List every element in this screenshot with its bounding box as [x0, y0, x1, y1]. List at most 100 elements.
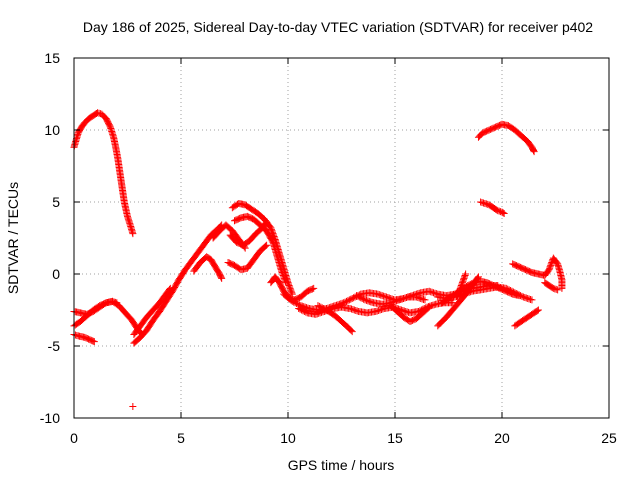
series-arc-mid-b [224, 241, 271, 274]
data-points [70, 109, 566, 410]
data-point [474, 273, 482, 281]
data-point [515, 291, 523, 299]
data-point [347, 295, 355, 303]
data-point [558, 284, 566, 292]
data-point [218, 274, 226, 282]
y-tick-label: 15 [44, 50, 60, 66]
data-point [457, 283, 465, 291]
x-tick-label: 5 [177, 430, 185, 446]
data-point [318, 304, 326, 312]
series-arc-early-high [70, 109, 137, 238]
data-point [508, 287, 516, 295]
data-point [282, 279, 290, 287]
data-point [454, 292, 462, 300]
data-point [461, 271, 469, 279]
data-point [360, 295, 368, 303]
data-point [455, 287, 463, 295]
series-arc-mid-f [209, 221, 249, 252]
data-point [288, 289, 296, 297]
data-point [512, 289, 520, 297]
data-point [288, 297, 296, 305]
grid-lines [74, 58, 609, 418]
data-point [533, 307, 541, 315]
series-arc-late-d [453, 270, 470, 301]
data-point [546, 263, 554, 271]
data-point [240, 243, 248, 251]
data-point [355, 293, 363, 301]
data-point [129, 402, 137, 410]
series-arc-flat-d [387, 302, 433, 326]
data-point [341, 298, 349, 306]
y-tick-label: 0 [52, 266, 60, 282]
x-tick-label: 10 [280, 430, 296, 446]
data-point [358, 294, 366, 302]
data-point [530, 148, 538, 156]
data-point [267, 225, 275, 233]
data-point [320, 305, 328, 313]
data-point [458, 280, 466, 288]
data-point [457, 282, 465, 290]
data-point [517, 292, 525, 300]
data-point [458, 279, 466, 287]
data-point [285, 282, 293, 290]
data-point [455, 289, 463, 297]
data-point [286, 283, 294, 291]
data-point [511, 289, 519, 297]
data-point [287, 287, 295, 295]
data-point [290, 298, 298, 306]
x-tick-label: 20 [494, 430, 510, 446]
data-point [300, 307, 308, 315]
data-point [293, 300, 301, 308]
data-point [165, 286, 173, 294]
data-point [294, 300, 302, 308]
data-point [348, 294, 356, 302]
data-point [90, 338, 98, 346]
x-tick-label: 0 [70, 430, 78, 446]
data-point [449, 299, 457, 307]
y-tick-label: -5 [48, 338, 61, 354]
data-point [278, 267, 286, 275]
data-point [530, 147, 538, 155]
data-point [507, 287, 515, 295]
data-point [298, 306, 306, 314]
data-point [281, 276, 289, 284]
series-arc-late-c [434, 273, 482, 330]
series-arc-mid-a [190, 253, 226, 282]
data-point [342, 297, 350, 305]
data-point [453, 293, 461, 301]
data-point [291, 299, 299, 307]
chart-title: Day 186 of 2025, Sidereal Day-to-day VTE… [83, 19, 593, 35]
series-arc-rising-a [130, 221, 226, 347]
data-point [546, 264, 554, 272]
data-point [166, 284, 174, 292]
series-arc-late-high [474, 120, 538, 156]
series-arc-flat-c [314, 302, 356, 336]
data-point [502, 284, 510, 292]
data-point [352, 292, 360, 300]
series-arc-late-g [541, 279, 562, 294]
data-point [509, 288, 517, 296]
data-point [299, 307, 307, 315]
data-point [314, 302, 322, 310]
series-arc-late-b [434, 283, 536, 304]
data-point [310, 284, 318, 292]
data-point [344, 297, 352, 305]
data-point [547, 260, 555, 268]
data-point [267, 224, 275, 232]
data-point [545, 266, 553, 274]
data-point [279, 271, 287, 279]
y-tick-label: 10 [44, 122, 60, 138]
data-point [278, 269, 286, 277]
data-point [456, 286, 464, 294]
data-point [315, 302, 323, 310]
series-arc-flat-e [352, 292, 429, 308]
data-point [462, 270, 470, 278]
data-point [354, 292, 362, 300]
data-point [281, 277, 289, 285]
data-point [425, 303, 433, 311]
data-point [345, 296, 353, 304]
data-point [295, 301, 303, 309]
series-arc-rising-b [130, 284, 174, 338]
data-point [534, 306, 542, 314]
